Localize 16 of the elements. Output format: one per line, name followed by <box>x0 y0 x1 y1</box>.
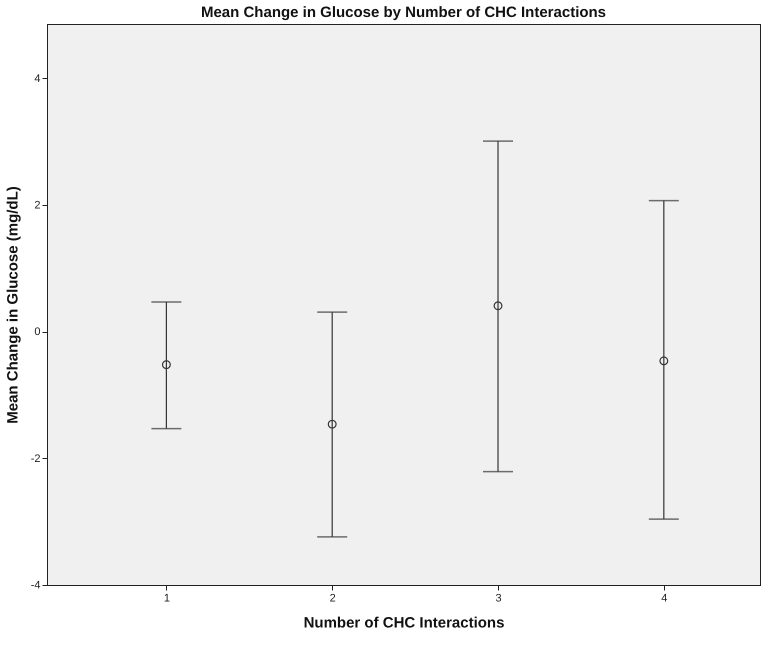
point <box>659 356 668 366</box>
point <box>494 301 502 310</box>
chart-title: Mean Change in Glucose by Number of CHC Interactions <box>200 4 606 21</box>
x-tick-label: 2 <box>330 592 336 604</box>
x-tick-label: 4 <box>661 592 668 604</box>
x-axis-title: Number of CHC Interactions <box>304 614 504 632</box>
x-tick-label: 3 <box>495 592 502 604</box>
point <box>328 420 337 429</box>
point <box>162 360 171 370</box>
y-tick-label: 4 <box>34 72 40 85</box>
y-tick-label: 2 <box>34 200 40 212</box>
y-tick-label: -2 <box>30 452 40 465</box>
y-axis-title: Mean Change in Glucose (mg/dL) <box>4 186 22 424</box>
y-tick-label: -4 <box>30 580 40 592</box>
y-tick-label: 0 <box>34 326 40 338</box>
x-tick-label: 1 <box>164 592 170 604</box>
